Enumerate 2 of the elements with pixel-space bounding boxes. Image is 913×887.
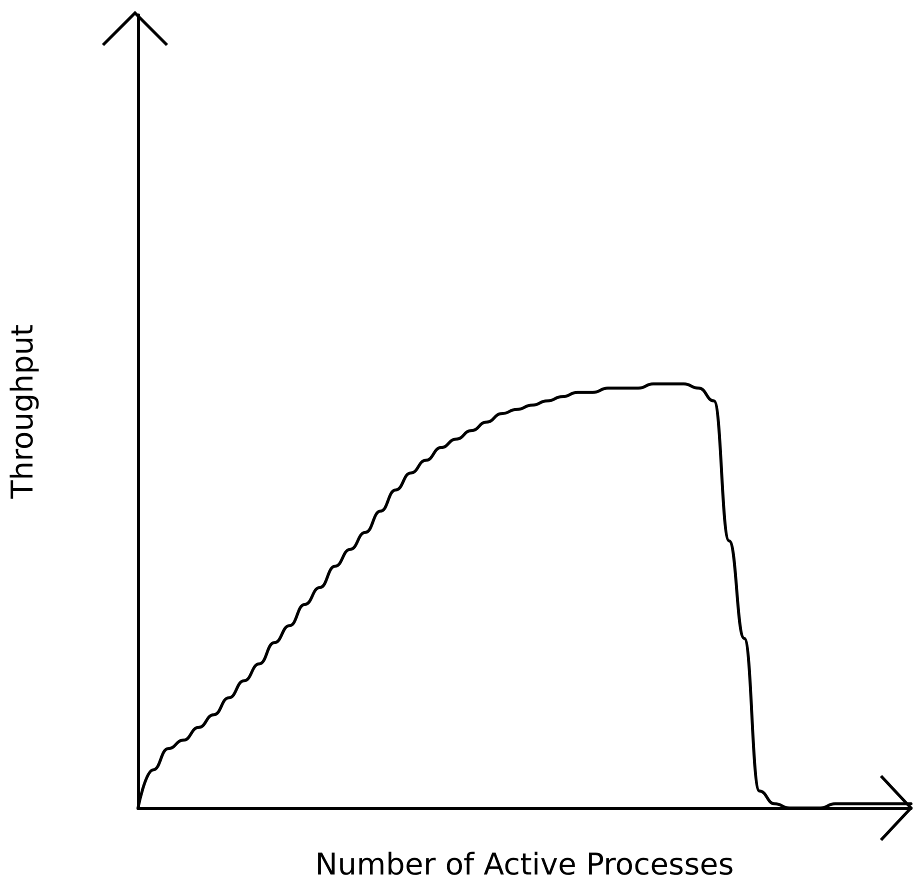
x-axis-title: Number of Active Processes [315, 848, 734, 882]
y-axis-title: Throughput [6, 324, 40, 500]
